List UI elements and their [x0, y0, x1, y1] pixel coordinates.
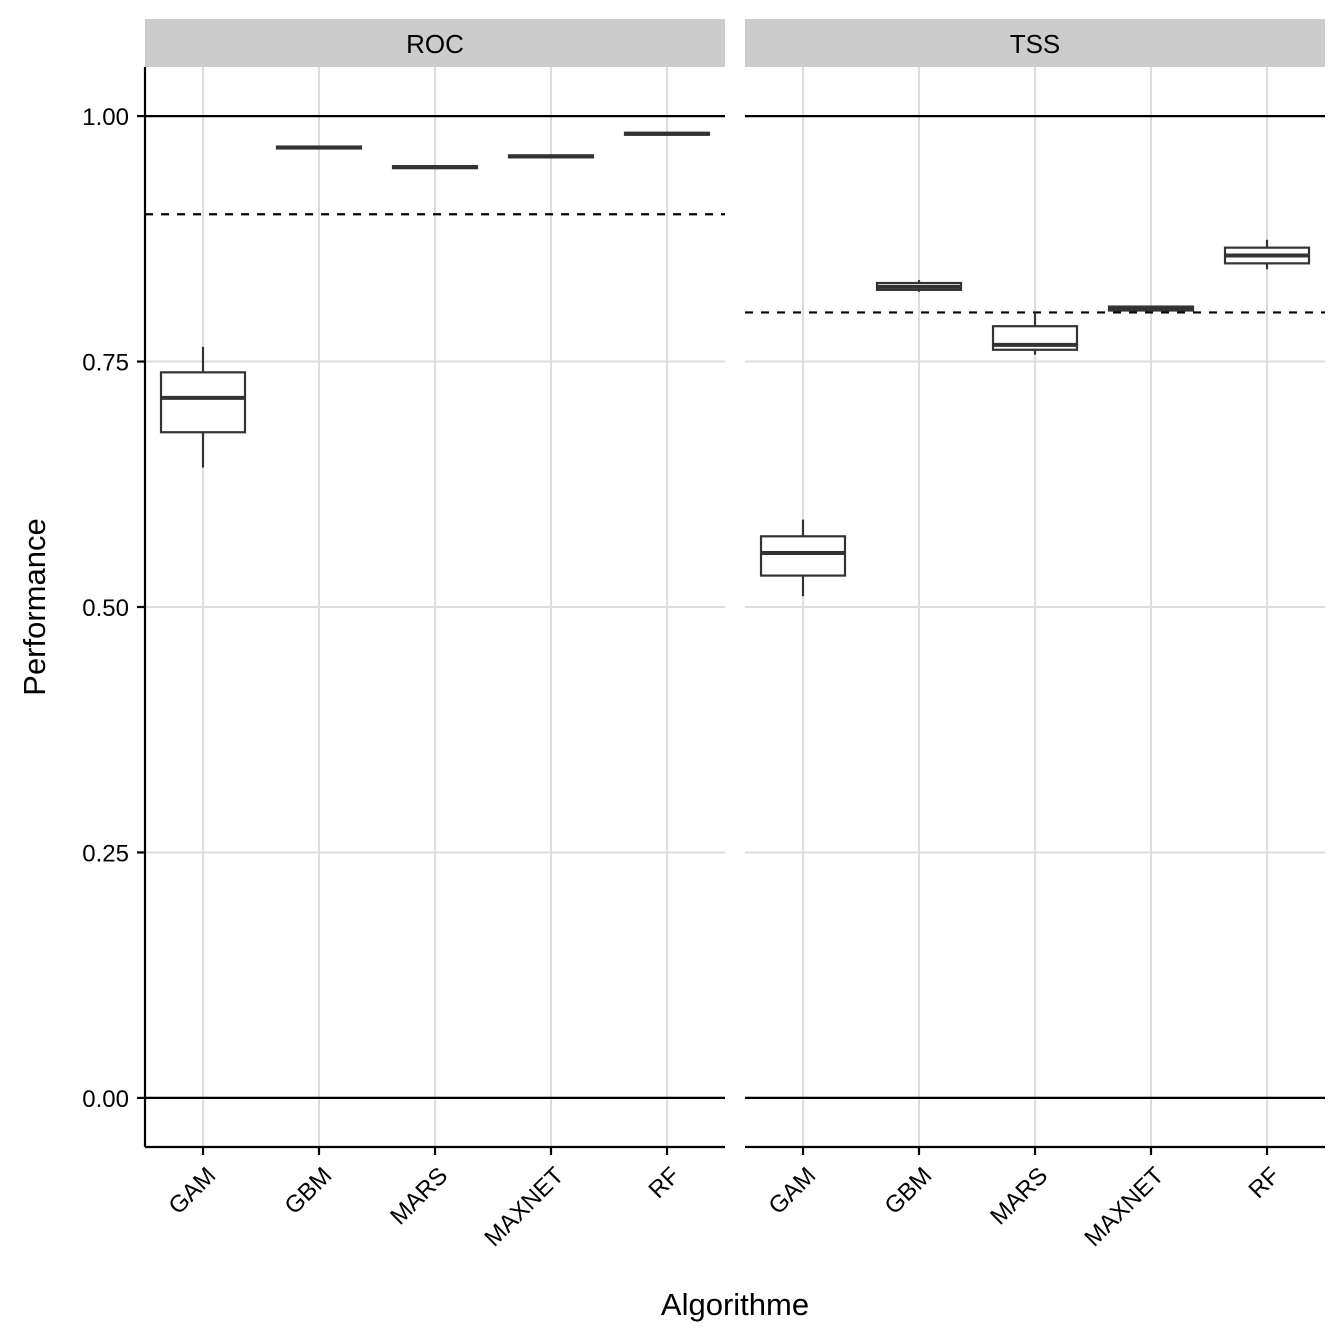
box-tss-mars — [991, 312, 1079, 355]
panel-strip-tss — [745, 19, 1325, 67]
box-tss-gam — [759, 519, 847, 597]
x-tick-label-tss-gbm: GBM — [879, 1162, 937, 1220]
text-layer: ROC GAM GBM MARS MAXNET RF TSS GAM GBM MARS MAXNET… — [82, 29, 1285, 1252]
reference-lines-layer — [145, 114, 1325, 1100]
y-tick-label-3: 0.75 — [82, 350, 129, 377]
box-roc-gbm — [275, 145, 363, 150]
x-tick-label-tss-maxnet: MAXNET — [1079, 1162, 1169, 1252]
x-tick-label-roc-mars: MARS — [385, 1162, 453, 1230]
y-axis-title: Performance — [17, 518, 52, 695]
x-tick-label-roc-gam: GAM — [163, 1162, 221, 1220]
box-roc-rf — [623, 131, 711, 136]
y-tick-label-4: 1.00 — [82, 104, 129, 131]
x-tick-label-roc-rf: RF — [644, 1162, 686, 1204]
x-tick-label-tss-rf: RF — [1244, 1162, 1286, 1204]
panel-strip-roc — [145, 19, 725, 67]
box-roc-mars — [391, 165, 479, 170]
x-tick-label-roc-gbm: GBM — [279, 1162, 337, 1220]
iqr-box-roc-gam — [159, 371, 247, 434]
box-tss-maxnet — [1107, 305, 1195, 312]
boxes-layer — [159, 131, 1311, 597]
x-tick-label-roc-maxnet: MAXNET — [479, 1162, 569, 1252]
axes-layer — [137, 67, 1325, 1155]
grid-layer — [145, 19, 1325, 1147]
box-tss-gbm — [875, 280, 963, 292]
x-axis-title: Algorithme — [661, 1287, 809, 1322]
panel-title-tss: TSS — [1010, 29, 1061, 59]
box-roc-maxnet — [507, 154, 595, 159]
y-tick-label-2: 0.50 — [82, 595, 129, 622]
box-tss-rf — [1223, 239, 1311, 270]
box-roc-gam — [159, 346, 247, 468]
y-tick-label-1: 0.25 — [82, 840, 129, 867]
x-tick-label-tss-gam: GAM — [763, 1162, 821, 1220]
iqr-box-tss-gam — [759, 535, 847, 577]
panel-title-roc: ROC — [406, 29, 464, 59]
y-tick-label-0: 0.00 — [82, 1086, 129, 1113]
x-tick-label-tss-mars: MARS — [985, 1162, 1053, 1230]
